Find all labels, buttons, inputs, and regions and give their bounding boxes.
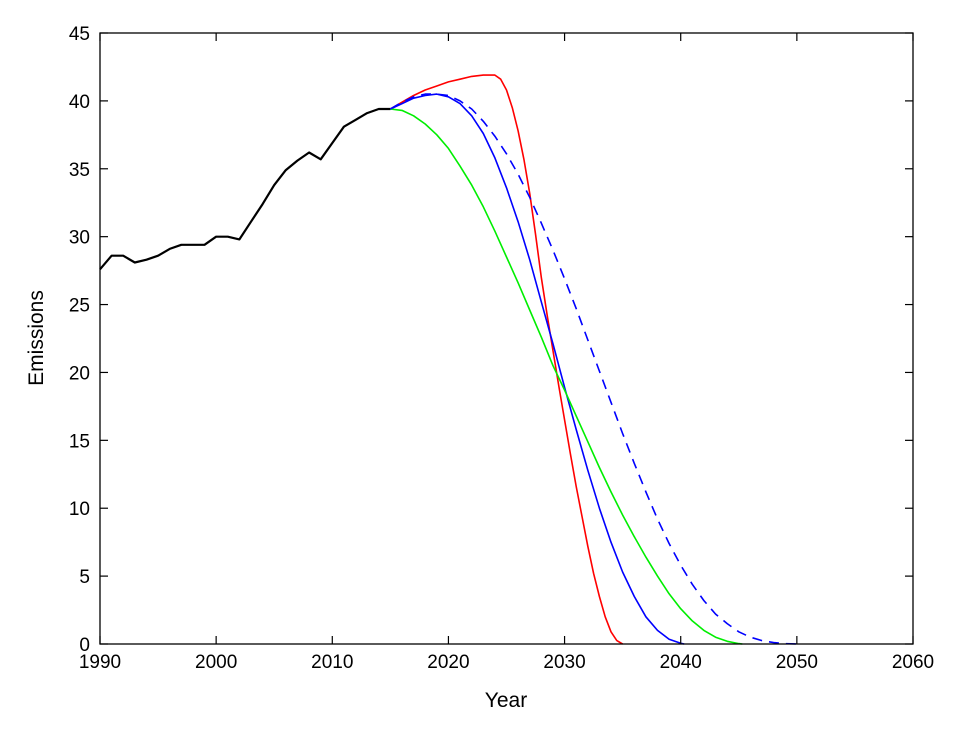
y-tick-label-5: 5 bbox=[79, 567, 90, 588]
x-tick-label-2030: 2030 bbox=[543, 652, 585, 673]
y-tick-label-45: 45 bbox=[69, 24, 90, 45]
x-tick-label-1990: 1990 bbox=[79, 652, 121, 673]
series-line-3 bbox=[390, 93, 685, 645]
series-line-5 bbox=[389, 93, 797, 645]
y-tick-label-15: 15 bbox=[69, 431, 90, 452]
x-tick-label-2010: 2010 bbox=[311, 652, 353, 673]
x-tick-labels: 1990 2000 2010 2020 2030 2040 2050 2060 bbox=[79, 652, 934, 673]
x-tick-label-2040: 2040 bbox=[660, 652, 702, 673]
y-tick-label-25: 25 bbox=[69, 296, 90, 317]
y-tick-label-10: 10 bbox=[69, 499, 90, 520]
y-tick-label-35: 35 bbox=[69, 160, 90, 181]
y-tick-label-20: 20 bbox=[69, 363, 90, 384]
y-axis-title: Emissions bbox=[25, 290, 48, 386]
series-line-4 bbox=[390, 108, 743, 645]
y-tick-label-30: 30 bbox=[69, 228, 90, 249]
x-axis-title: Year bbox=[485, 689, 527, 712]
x-tick-label-2000: 2000 bbox=[195, 652, 237, 673]
x-tick-label-2060: 2060 bbox=[892, 652, 934, 673]
x-tick-label-2020: 2020 bbox=[427, 652, 469, 673]
series-line-2 bbox=[389, 74, 624, 645]
y-tick-label-0: 0 bbox=[79, 635, 90, 656]
tick-marks bbox=[99, 32, 914, 645]
series-line-1 bbox=[99, 107, 391, 271]
plot-frame bbox=[99, 32, 914, 645]
y-tick-label-40: 40 bbox=[69, 92, 90, 113]
series-layer bbox=[99, 74, 797, 645]
x-tick-label-2050: 2050 bbox=[776, 652, 818, 673]
y-tick-labels: 0 5 10 15 20 25 30 35 40 45 bbox=[69, 24, 90, 656]
